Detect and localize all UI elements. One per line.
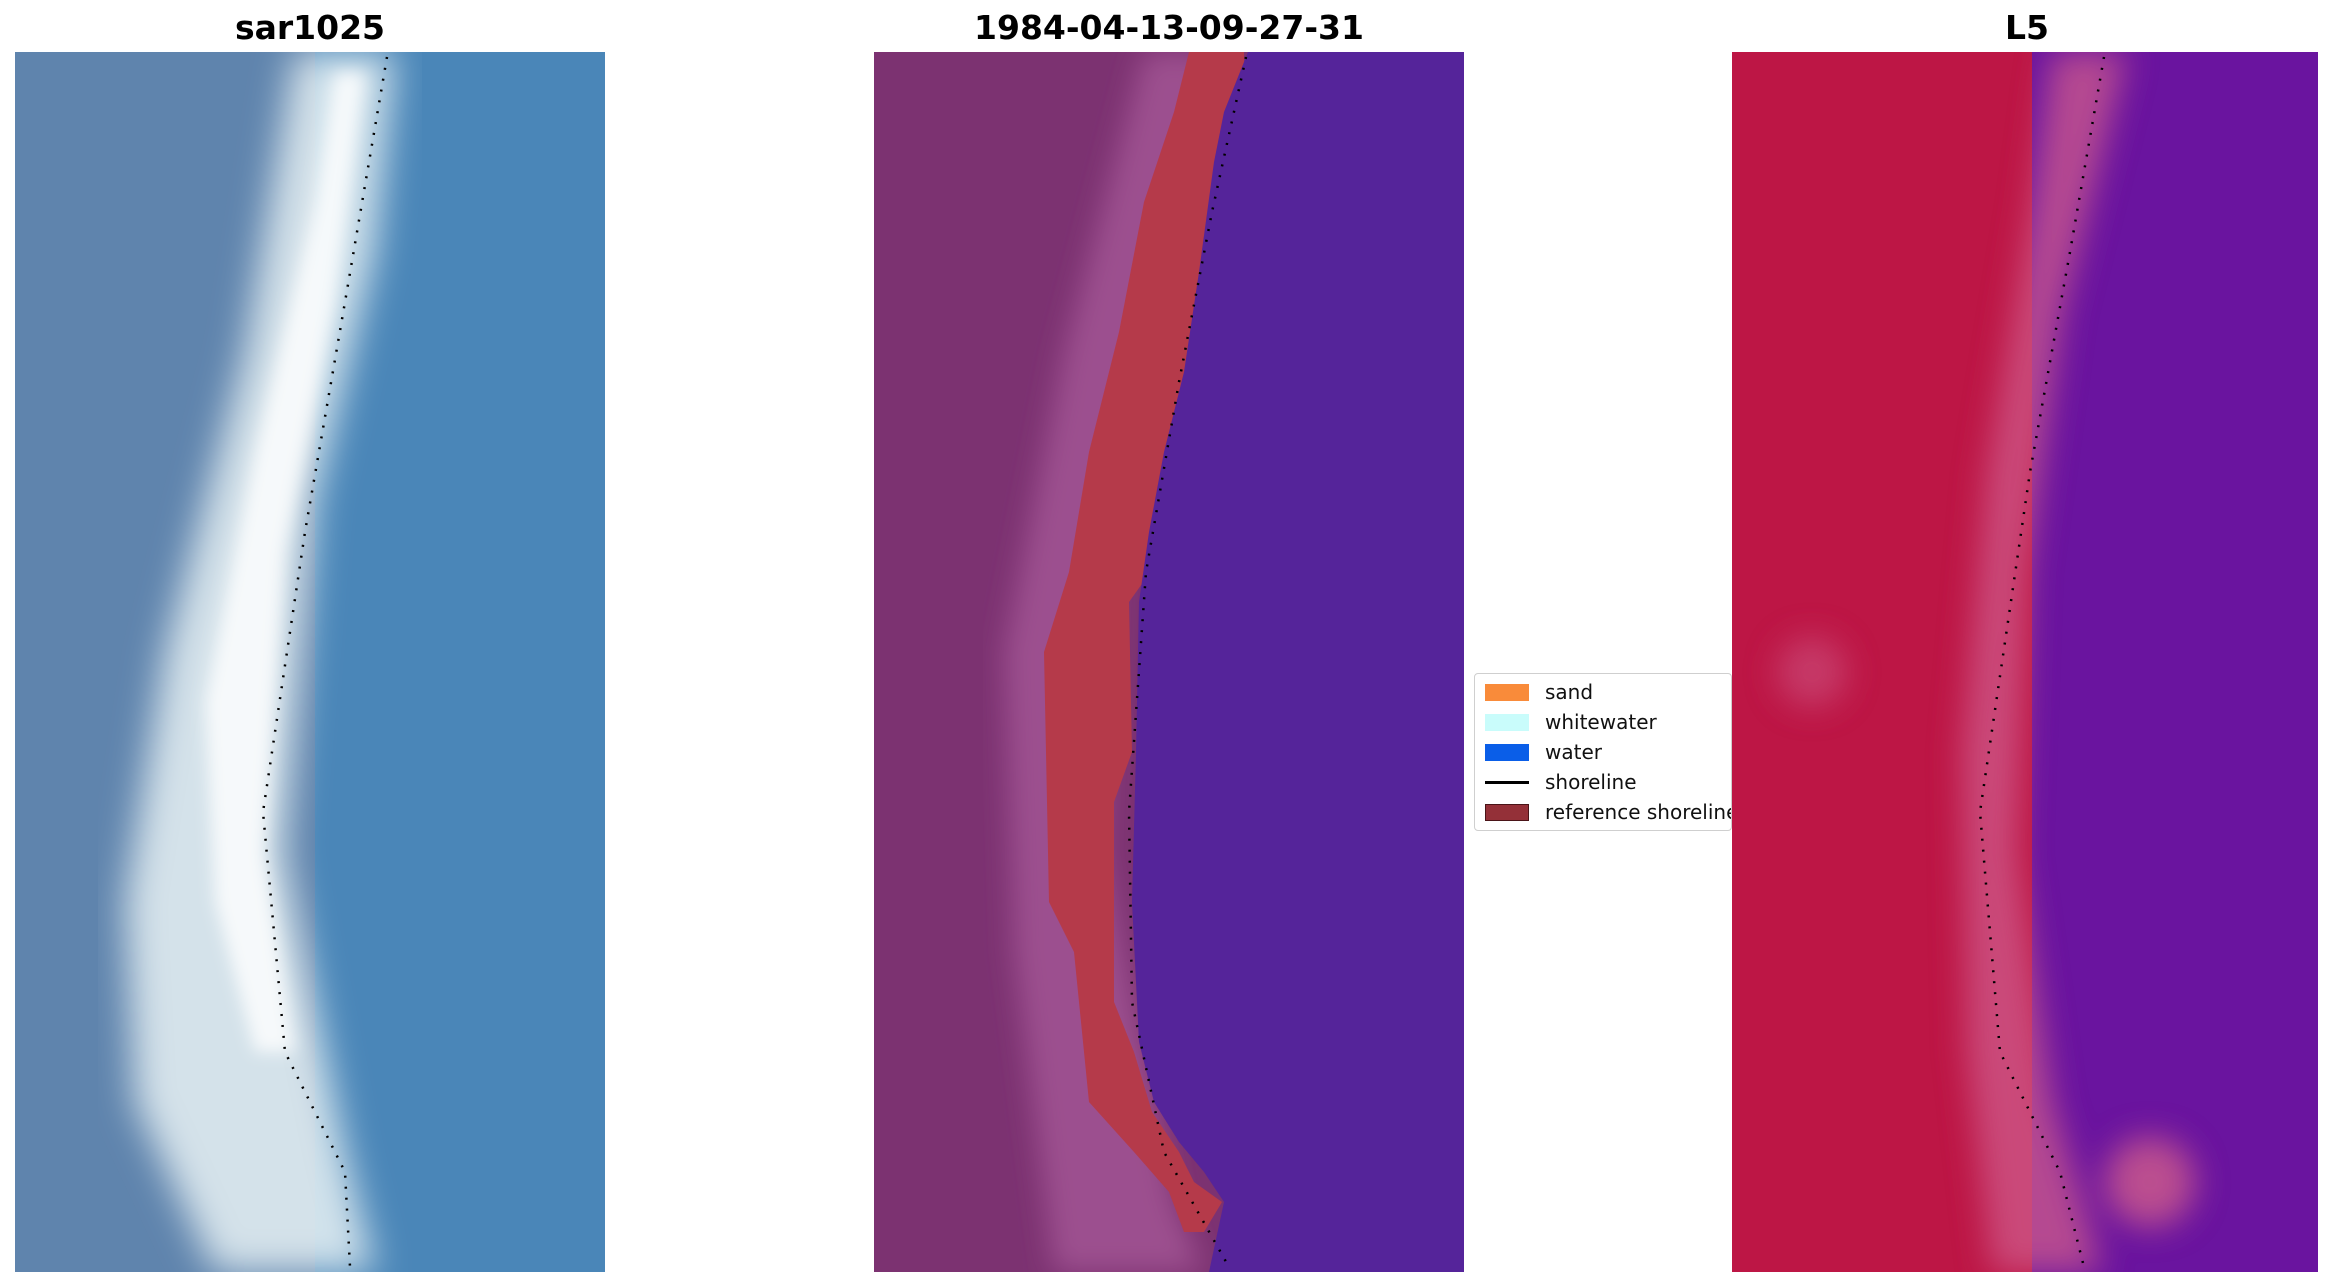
- legend-item-reference-shoreline: reference shoreline: [1479, 799, 1732, 825]
- classification-panel: [874, 52, 1464, 1272]
- l5-bright-spot: [2105, 1137, 2195, 1227]
- legend-item-water: water: [1479, 739, 1602, 765]
- legend-swatch-whitewater: [1485, 713, 1529, 731]
- l5-image-panel: [1732, 52, 2318, 1272]
- sar-beach-core: [205, 72, 365, 1052]
- l5-faint-spot: [1777, 637, 1847, 707]
- sar-image-panel: [15, 52, 605, 1272]
- class-water: [1132, 52, 1464, 1272]
- l5-edge-blur: [1962, 52, 2127, 1272]
- legend-swatch-water: [1485, 743, 1529, 761]
- panel-title-3: L5: [2005, 8, 2049, 47]
- panel-title-2: 1984-04-13-09-27-31: [974, 8, 1364, 47]
- legend-label-sand: sand: [1545, 680, 1594, 704]
- legend: sand whitewater water shoreline referenc…: [1474, 673, 1732, 831]
- legend-swatch-sand: [1485, 683, 1529, 701]
- panel-title-1: sar1025: [234, 8, 386, 47]
- legend-swatch-reference-shoreline: [1485, 803, 1529, 821]
- legend-label-shoreline: shoreline: [1545, 770, 1637, 794]
- legend-label-reference-shoreline: reference shoreline: [1545, 800, 1732, 824]
- legend-label-whitewater: whitewater: [1545, 710, 1657, 734]
- legend-line-shoreline: [1485, 780, 1529, 784]
- class-shoreline: [1127, 56, 1248, 1268]
- legend-item-shoreline: shoreline: [1479, 769, 1637, 795]
- l5-water: [2032, 52, 2318, 1272]
- legend-item-whitewater: whitewater: [1479, 709, 1657, 735]
- legend-item-sand: sand: [1479, 679, 1593, 705]
- legend-label-water: water: [1545, 740, 1602, 764]
